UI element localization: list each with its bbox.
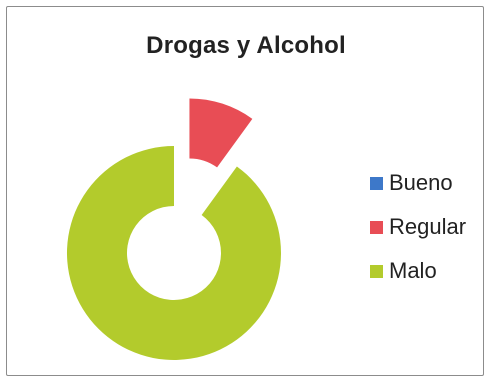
legend-label-malo: Malo bbox=[389, 258, 437, 283]
chart-title: Drogas y Alcohol bbox=[146, 32, 346, 59]
donut-slice-malo bbox=[66, 145, 281, 360]
legend-swatch-bueno bbox=[370, 176, 383, 190]
chart-legend: Bueno Regular Malo bbox=[370, 170, 467, 304]
legend-label-bueno: Bueno bbox=[389, 170, 453, 195]
legend-swatch-regular bbox=[370, 220, 383, 234]
legend-item-bueno: Bueno bbox=[370, 170, 466, 195]
legend-item-regular: Regular bbox=[370, 214, 467, 239]
legend-item-malo: Malo bbox=[370, 258, 466, 283]
donut-slices bbox=[66, 98, 281, 360]
legend-label-regular: Regular bbox=[389, 214, 467, 239]
legend-swatch-malo bbox=[370, 264, 383, 278]
donut-slice-regular bbox=[189, 98, 253, 168]
